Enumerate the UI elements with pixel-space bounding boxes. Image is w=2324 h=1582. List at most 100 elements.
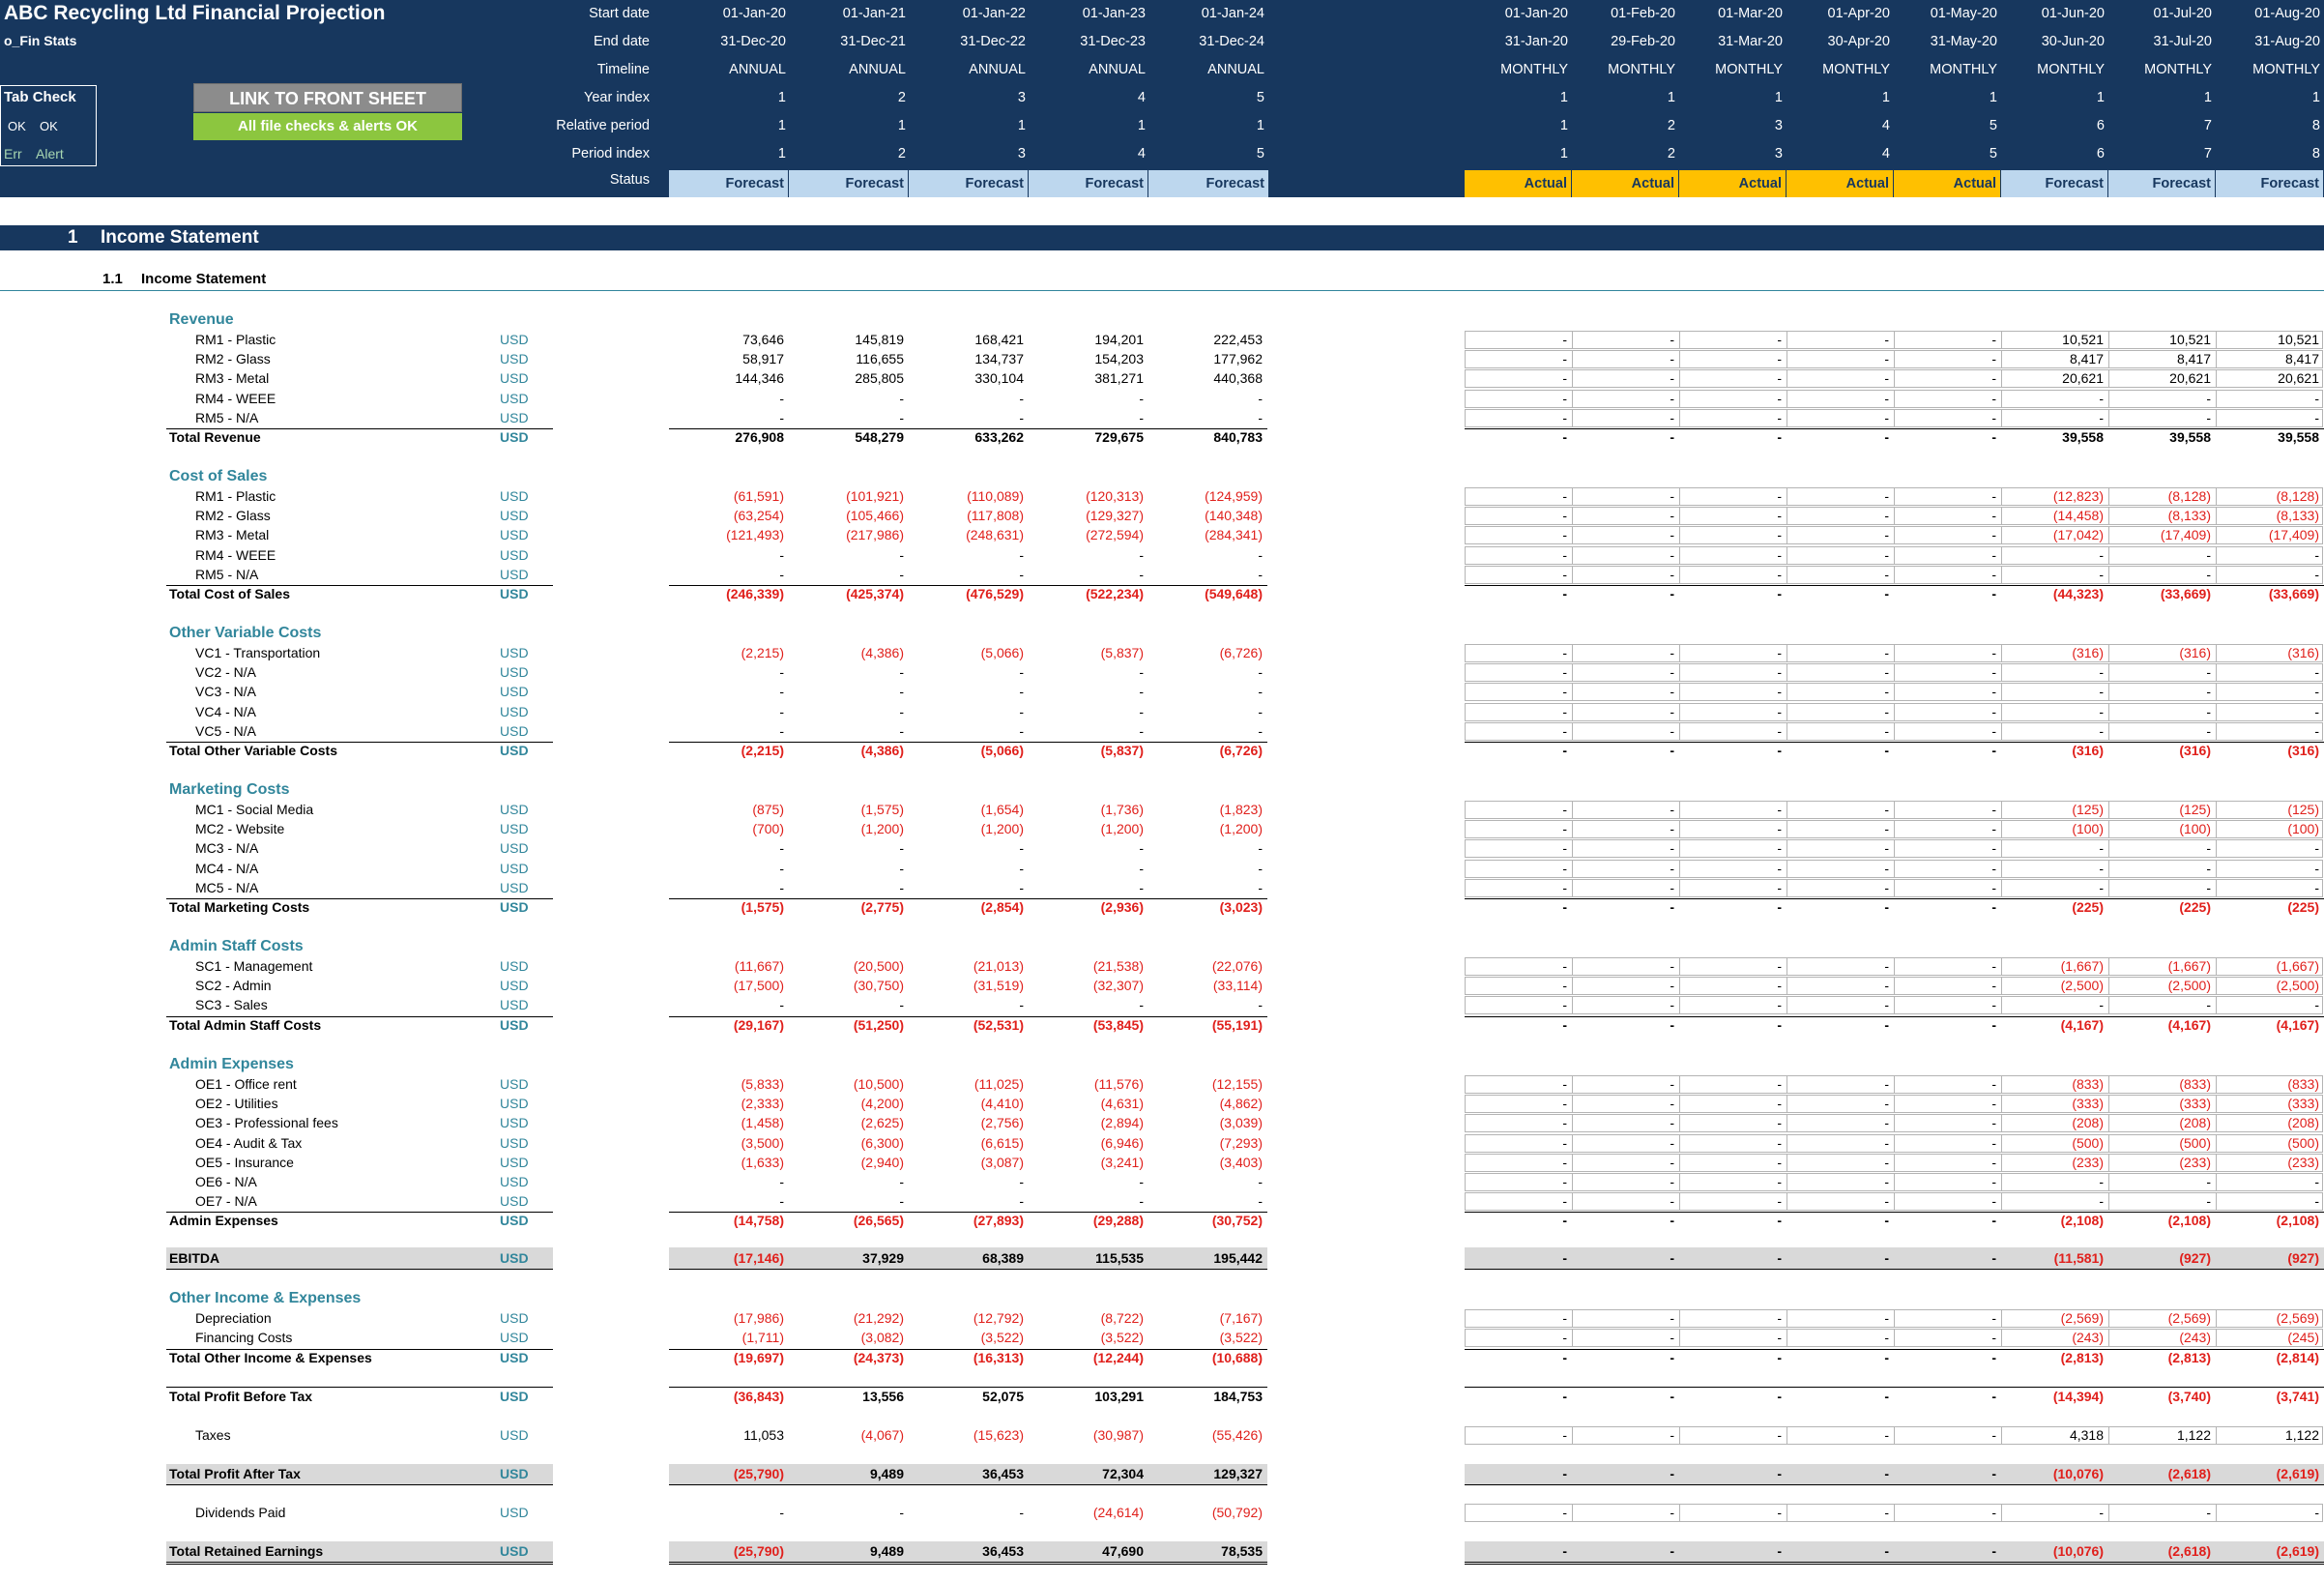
- input-cell-box[interactable]: [1894, 408, 2001, 427]
- input-cell-box[interactable]: [1787, 1329, 1894, 1348]
- input-cell-box[interactable]: [1572, 977, 1679, 996]
- input-cell-box[interactable]: [1679, 977, 1787, 996]
- input-cell-box[interactable]: [2001, 1133, 2108, 1153]
- input-cell-box[interactable]: [1572, 565, 1679, 584]
- input-cell-box[interactable]: [1572, 702, 1679, 721]
- input-cell-box[interactable]: [1465, 1114, 1572, 1133]
- input-cell-box[interactable]: [1465, 1329, 1572, 1348]
- input-cell-box[interactable]: [1894, 663, 2001, 683]
- input-cell-box[interactable]: [1465, 801, 1572, 819]
- input-cell-box[interactable]: [1465, 1133, 1572, 1153]
- input-cell-box[interactable]: [1787, 663, 1894, 683]
- input-cell-box[interactable]: [2108, 644, 2216, 662]
- input-cell-box[interactable]: [1894, 996, 2001, 1015]
- input-cell-box[interactable]: [1787, 526, 1894, 545]
- input-cell-box[interactable]: [1572, 1504, 1679, 1522]
- input-cell-box[interactable]: [1679, 1504, 1787, 1522]
- input-cell-box[interactable]: [1465, 644, 1572, 662]
- input-cell-box[interactable]: [1787, 820, 1894, 839]
- input-cell-box[interactable]: [2216, 1075, 2323, 1094]
- input-cell-box[interactable]: [1679, 1153, 1787, 1172]
- input-cell-box[interactable]: [2001, 526, 2108, 545]
- input-cell-box[interactable]: [1465, 369, 1572, 389]
- input-cell-box[interactable]: [1572, 801, 1679, 819]
- input-cell-box[interactable]: [1572, 683, 1679, 702]
- input-cell-box[interactable]: [1894, 878, 2001, 897]
- input-cell-box[interactable]: [2216, 957, 2323, 976]
- input-cell-box[interactable]: [2216, 487, 2323, 506]
- input-cell-box[interactable]: [1572, 1153, 1679, 1172]
- input-cell-box[interactable]: [2216, 526, 2323, 545]
- input-cell-box[interactable]: [1787, 878, 1894, 897]
- input-cell-box[interactable]: [1679, 1114, 1787, 1133]
- input-cell-box[interactable]: [2216, 565, 2323, 584]
- input-cell-box[interactable]: [1572, 1114, 1679, 1133]
- input-cell-box[interactable]: [1787, 408, 1894, 427]
- input-cell-box[interactable]: [1465, 526, 1572, 545]
- input-cell-box[interactable]: [1572, 507, 1679, 526]
- input-cell-box[interactable]: [1894, 1173, 2001, 1191]
- input-cell-box[interactable]: [1894, 1133, 2001, 1153]
- input-cell-box[interactable]: [2216, 1173, 2323, 1191]
- input-cell-box[interactable]: [1465, 721, 1572, 741]
- input-cell-box[interactable]: [2001, 801, 2108, 819]
- input-cell-box[interactable]: [2001, 1309, 2108, 1328]
- input-cell-box[interactable]: [1894, 1309, 2001, 1328]
- input-cell-box[interactable]: [1679, 408, 1787, 427]
- input-cell-box[interactable]: [1787, 507, 1894, 526]
- input-cell-box[interactable]: [2108, 702, 2216, 721]
- input-cell-box[interactable]: [2216, 977, 2323, 996]
- input-cell-box[interactable]: [1679, 487, 1787, 506]
- input-cell-box[interactable]: [2108, 801, 2216, 819]
- input-cell-box[interactable]: [2216, 331, 2323, 349]
- input-cell-box[interactable]: [2216, 1426, 2323, 1445]
- input-cell-box[interactable]: [1787, 1075, 1894, 1094]
- input-cell-box[interactable]: [2108, 996, 2216, 1015]
- input-cell-box[interactable]: [1465, 996, 1572, 1015]
- input-cell-box[interactable]: [1679, 369, 1787, 389]
- input-cell-box[interactable]: [2108, 1329, 2216, 1348]
- input-cell-box[interactable]: [2216, 1192, 2323, 1212]
- input-cell-box[interactable]: [1572, 1075, 1679, 1094]
- input-cell-box[interactable]: [1894, 331, 2001, 349]
- input-cell-box[interactable]: [2108, 350, 2216, 369]
- input-cell-box[interactable]: [1894, 820, 2001, 839]
- input-cell-box[interactable]: [1465, 487, 1572, 506]
- input-cell-box[interactable]: [1787, 1133, 1894, 1153]
- input-cell-box[interactable]: [2001, 1192, 2108, 1212]
- input-cell-box[interactable]: [2108, 839, 2216, 859]
- input-cell-box[interactable]: [1787, 1153, 1894, 1172]
- input-cell-box[interactable]: [2001, 1329, 2108, 1348]
- input-cell-box[interactable]: [1894, 1075, 2001, 1094]
- input-cell-box[interactable]: [2216, 1095, 2323, 1114]
- input-cell-box[interactable]: [1572, 878, 1679, 897]
- input-cell-box[interactable]: [1679, 683, 1787, 702]
- input-cell-box[interactable]: [2001, 1426, 2108, 1445]
- input-cell-box[interactable]: [1465, 1075, 1572, 1094]
- input-cell-box[interactable]: [1894, 350, 2001, 369]
- input-cell-box[interactable]: [1787, 702, 1894, 721]
- input-cell-box[interactable]: [1465, 1173, 1572, 1191]
- input-cell-box[interactable]: [2001, 565, 2108, 584]
- input-cell-box[interactable]: [1572, 389, 1679, 408]
- input-cell-box[interactable]: [1679, 878, 1787, 897]
- input-cell-box[interactable]: [2216, 683, 2323, 702]
- input-cell-box[interactable]: [1572, 721, 1679, 741]
- input-cell-box[interactable]: [1465, 507, 1572, 526]
- input-cell-box[interactable]: [2108, 331, 2216, 349]
- input-cell-box[interactable]: [2108, 1309, 2216, 1328]
- input-cell-box[interactable]: [1572, 663, 1679, 683]
- input-cell-box[interactable]: [2216, 1153, 2323, 1172]
- input-cell-box[interactable]: [1894, 1153, 2001, 1172]
- input-cell-box[interactable]: [1894, 389, 2001, 408]
- input-cell-box[interactable]: [1787, 957, 1894, 976]
- input-cell-box[interactable]: [1894, 644, 2001, 662]
- input-cell-box[interactable]: [1787, 331, 1894, 349]
- input-cell-box[interactable]: [1679, 1075, 1787, 1094]
- input-cell-box[interactable]: [2001, 369, 2108, 389]
- input-cell-box[interactable]: [1787, 839, 1894, 859]
- input-cell-box[interactable]: [2216, 1133, 2323, 1153]
- input-cell-box[interactable]: [1465, 389, 1572, 408]
- input-cell-box[interactable]: [2001, 859, 2108, 878]
- input-cell-box[interactable]: [1679, 721, 1787, 741]
